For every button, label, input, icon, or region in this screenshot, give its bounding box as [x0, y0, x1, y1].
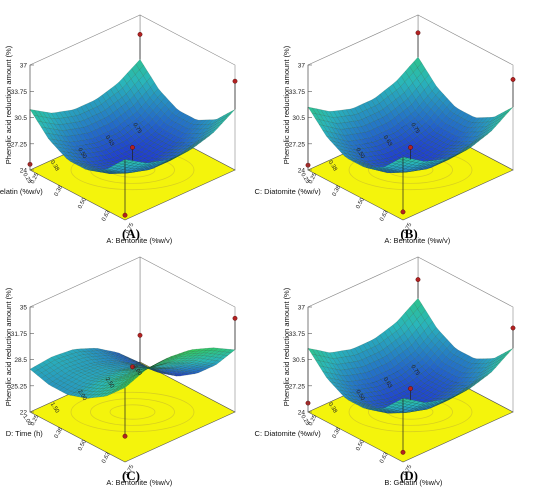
- z-tick-label: 30.5: [14, 115, 27, 122]
- z-tick-label: 27.25: [289, 141, 306, 148]
- design-point: [401, 210, 405, 214]
- z-tick-label: 35: [20, 305, 28, 312]
- z-tick-label: 25.25: [11, 383, 28, 390]
- design-point: [138, 333, 142, 337]
- y-axis-label: C: Diatomite (%w/v): [255, 187, 322, 196]
- z-tick-label: 27.25: [289, 383, 306, 390]
- z-axis-label: Phenolic acid reduction amount (%): [4, 287, 13, 406]
- z-tick-label: 33.75: [289, 331, 306, 338]
- z-tick-label: 33.75: [289, 89, 306, 96]
- panel-label: (B): [400, 226, 417, 241]
- design-point: [130, 145, 134, 149]
- z-tick-label: 28.5: [14, 357, 27, 364]
- y-axis-label: B: Gelatin (%w/v): [0, 187, 43, 196]
- design-point: [511, 326, 515, 330]
- z-tick-label: 33.75: [11, 89, 28, 96]
- y-axis-label: C: Diatomite (%w/v): [255, 429, 322, 438]
- design-point: [401, 450, 405, 454]
- y-axis-label: D: Time (h): [6, 429, 44, 438]
- z-tick-label: 30.5: [292, 357, 305, 364]
- panel-label: (D): [400, 468, 418, 483]
- design-point: [123, 213, 127, 217]
- design-point: [408, 386, 412, 390]
- panel-label: (C): [122, 468, 140, 483]
- design-point: [233, 79, 237, 83]
- panel-label: (A): [122, 226, 140, 241]
- z-axis-label: Phenolic acid reduction amount (%): [4, 45, 13, 164]
- design-point: [123, 434, 127, 438]
- z-axis-label: Phenolic acid reduction amount (%): [282, 287, 291, 406]
- design-point: [416, 31, 420, 35]
- design-point: [511, 77, 515, 81]
- z-tick-label: 37: [298, 305, 306, 312]
- design-point: [233, 316, 237, 320]
- z-tick-label: 37: [20, 63, 28, 70]
- z-axis-label: Phenolic acid reduction amount (%): [282, 45, 291, 164]
- design-point: [408, 145, 412, 149]
- design-point: [138, 32, 142, 36]
- design-point: [416, 277, 420, 281]
- z-tick-label: 37: [298, 63, 306, 70]
- z-tick-label: 30.5: [292, 115, 305, 122]
- z-tick-label: 27.25: [11, 141, 28, 148]
- z-tick-label: 31.75: [11, 331, 28, 338]
